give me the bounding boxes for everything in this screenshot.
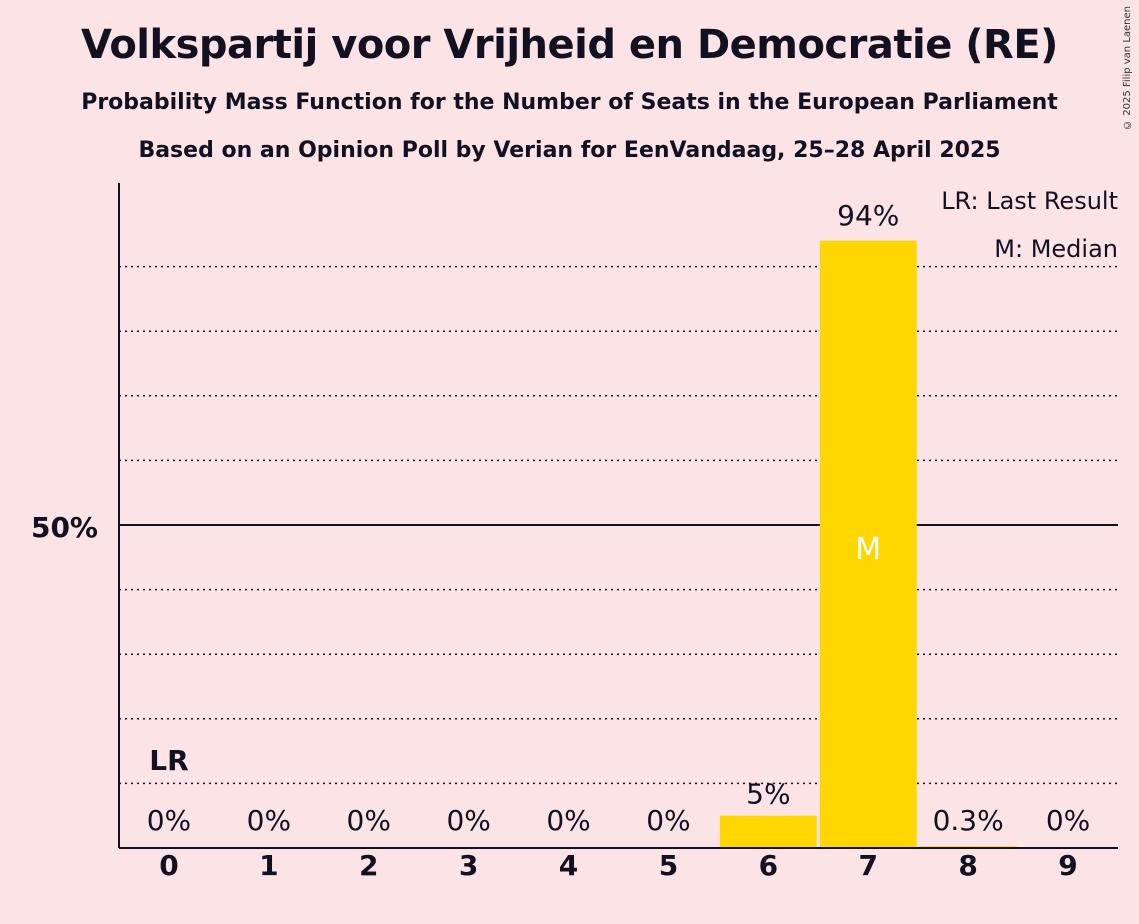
axes: 50% 0 1 2 3 4 5 6 7 8 9: [31, 183, 1118, 882]
chart-subtitle: Probability Mass Function for the Number…: [81, 90, 1058, 115]
x-tick-label-2: 2: [359, 849, 378, 882]
bar-7: [819, 240, 917, 848]
value-label-1: 0%: [247, 804, 291, 837]
value-label-0: 0%: [147, 804, 191, 837]
chart-source: Based on an Opinion Poll by Verian for E…: [138, 138, 1001, 163]
last-result-marker: LR: [149, 744, 188, 777]
x-tick-label-7: 7: [859, 849, 878, 882]
bars: [719, 240, 1017, 848]
x-tick-label-8: 8: [958, 849, 977, 882]
value-label-6: 5%: [746, 778, 790, 811]
median-marker: M: [855, 532, 881, 567]
value-label-8: 0.3%: [933, 804, 1004, 837]
legend-median: M: Median: [994, 235, 1118, 263]
x-tick-label-9: 9: [1058, 849, 1077, 882]
value-labels: 0% 0% 0% 0% 0% 0% 5% 94% 0.3% 0% M LR: [147, 199, 1091, 837]
value-label-5: 0%: [646, 804, 690, 837]
value-label-9: 0%: [1046, 804, 1090, 837]
x-tick-label-6: 6: [759, 849, 778, 882]
x-tick-label-4: 4: [559, 849, 578, 882]
x-tick-label-0: 0: [159, 849, 178, 882]
value-label-2: 0%: [347, 804, 391, 837]
y-tick-label: 50%: [31, 511, 98, 544]
bar-6: [719, 815, 817, 848]
x-tick-label-5: 5: [659, 849, 678, 882]
value-label-3: 0%: [446, 804, 490, 837]
value-label-7: 94%: [837, 199, 899, 232]
x-tick-label-3: 3: [459, 849, 478, 882]
chart-title: Volkspartij voor Vrijheid en Democratie …: [81, 22, 1058, 68]
gridlines: [119, 265, 1118, 785]
value-label-4: 0%: [546, 804, 590, 837]
legend-last-result: LR: Last Result: [941, 187, 1118, 215]
x-tick-label-1: 1: [259, 849, 278, 882]
